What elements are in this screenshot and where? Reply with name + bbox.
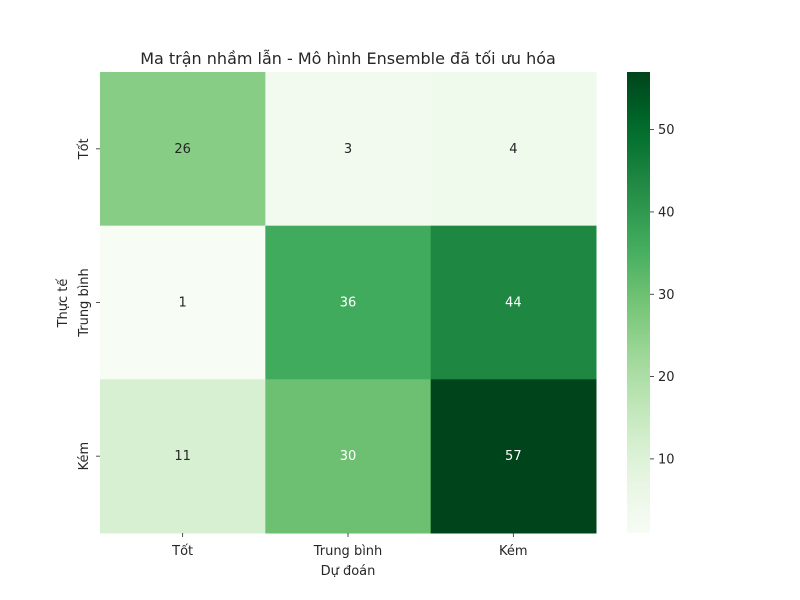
y-axis-label: Thực tế xyxy=(56,279,71,329)
heatmap-cell xyxy=(100,72,266,227)
colorbar-tick-label: 50 xyxy=(658,123,675,138)
cell-value-label: 44 xyxy=(505,296,522,311)
heatmap-cell xyxy=(265,72,432,227)
colorbar-tick-label: 20 xyxy=(658,370,675,385)
heatmap-cell xyxy=(265,225,432,380)
heatmap-cell xyxy=(265,379,432,534)
cell-value-label: 3 xyxy=(344,142,352,157)
colorbar-tick-label: 10 xyxy=(658,452,675,467)
heatmap-cell xyxy=(100,379,266,534)
x-tick-label: Tốt xyxy=(171,544,193,559)
cell-value-label: 26 xyxy=(174,142,191,157)
colorbar xyxy=(627,72,650,533)
heatmap-cell xyxy=(430,225,597,380)
y-tick-label: Tốt xyxy=(77,138,92,160)
heatmap-cell xyxy=(430,72,597,227)
y-tick-label: Kém xyxy=(77,442,92,471)
colorbar-tick-label: 30 xyxy=(658,288,675,303)
heatmap-cell xyxy=(100,225,266,380)
chart-title: Ma trận nhầm lẫn - Mô hình Ensemble đã t… xyxy=(140,49,556,68)
heatmap-cell xyxy=(430,379,597,534)
cell-value-label: 4 xyxy=(509,142,517,157)
cell-value-label: 57 xyxy=(505,449,522,464)
cell-value-label: 11 xyxy=(174,449,191,464)
heatmap-cell-labels: 26 3 4 1 36 44 11 30 57 xyxy=(174,142,521,464)
cell-value-label: 36 xyxy=(340,296,357,311)
y-tick-label: Trung bình xyxy=(77,268,92,338)
x-tick-label: Trung bình xyxy=(313,544,383,559)
heatmap-cells xyxy=(100,72,597,534)
colorbar-tick-label: 40 xyxy=(658,205,675,220)
colorbar-ticks: 10 20 30 40 50 xyxy=(650,123,675,467)
x-tick-label: Kém xyxy=(499,544,528,559)
x-axis-label: Dự đoán xyxy=(321,564,376,579)
cell-value-label: 30 xyxy=(340,449,357,464)
y-axis-ticks: Tốt Trung bình Kém xyxy=(77,138,100,470)
cell-value-label: 1 xyxy=(179,296,187,311)
x-axis-ticks: Tốt Trung bình Kém xyxy=(171,533,528,559)
